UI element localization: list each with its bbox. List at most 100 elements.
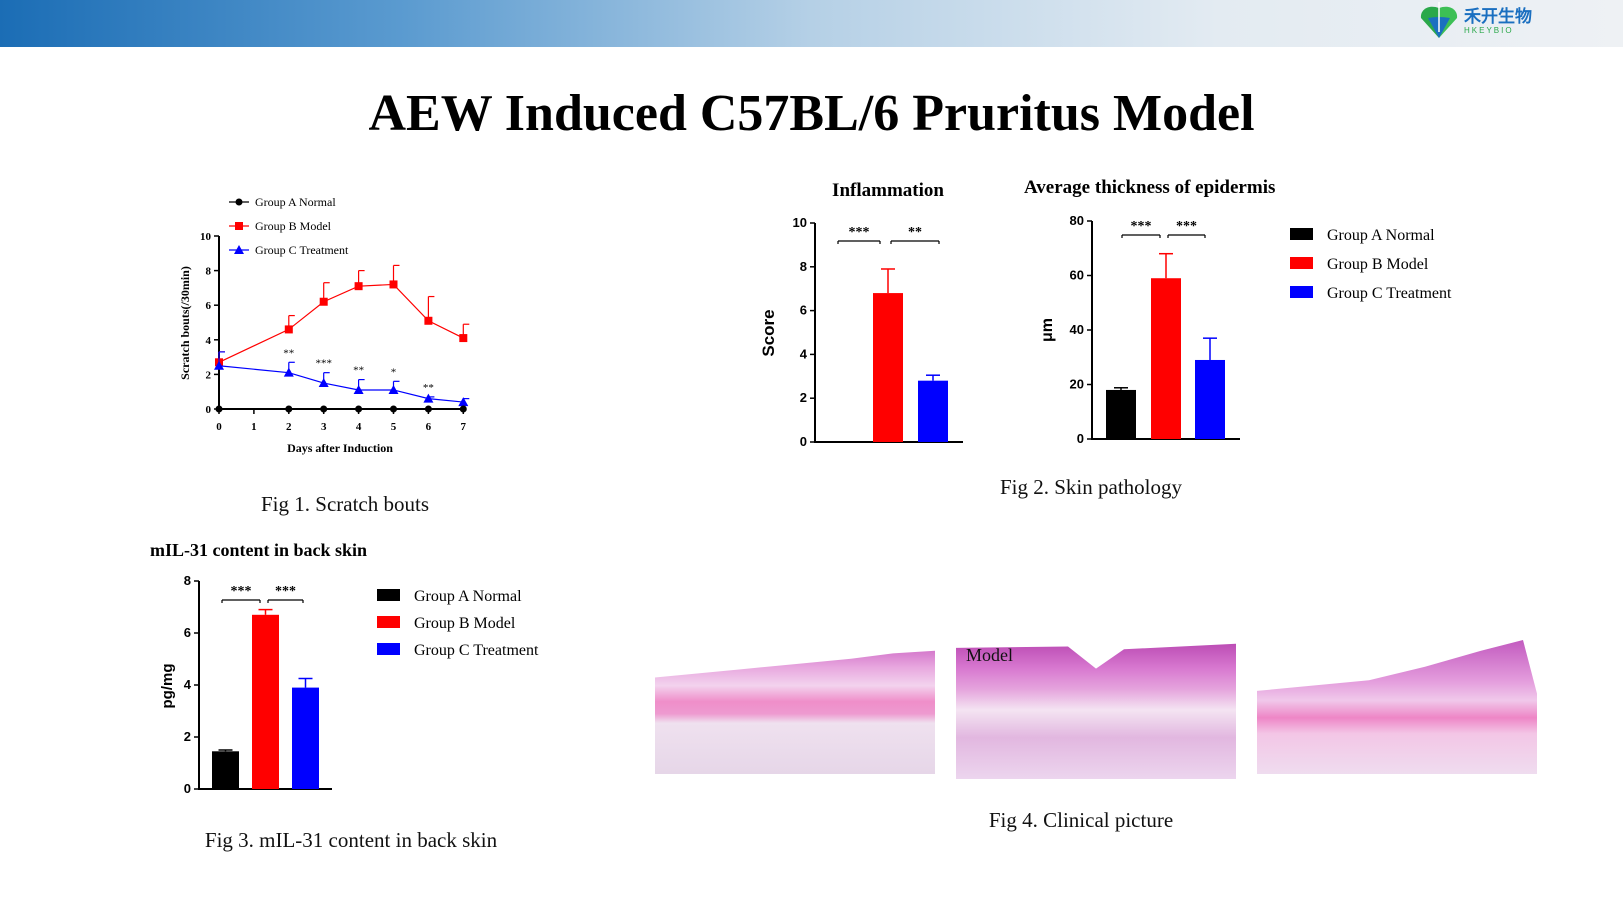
legend-marker (234, 245, 244, 254)
significance-label: * (391, 366, 397, 378)
y-tick-label: 20 (1070, 377, 1084, 392)
legend-swatch (1290, 286, 1313, 298)
logo-text: 禾开生物 (1464, 6, 1532, 27)
x-tick-label: 4 (356, 421, 362, 433)
chart-title: Average thickness of epidermis (1024, 177, 1275, 198)
y-tick-label: 8 (184, 573, 191, 588)
y-tick-label: 80 (1070, 213, 1084, 228)
y-tick-label: 8 (206, 266, 212, 278)
data-point (353, 384, 364, 394)
fig2-caption: Fig 2. Skin pathology (999, 475, 1183, 499)
fig4-caption: Fig 4. Clinical picture (988, 808, 1174, 832)
data-point (424, 316, 433, 325)
leaf-logo-icon (1420, 2, 1458, 38)
chart-title: Inflammation (832, 180, 944, 201)
y-tick-label: 6 (184, 625, 191, 640)
y-tick-label: 40 (1070, 322, 1084, 337)
y-tick-label: 2 (184, 729, 191, 744)
significance-label: ** (908, 225, 922, 240)
legend-swatch (377, 589, 400, 601)
data-point (214, 360, 224, 370)
y-tick-label: 0 (206, 404, 212, 416)
legend-label: Group A Normal (414, 588, 522, 605)
legend-label: Group C Treatment (255, 243, 349, 257)
data-point (284, 325, 293, 334)
data-point (215, 405, 223, 413)
legend-label: Group A Normal (255, 195, 336, 209)
y-tick-label: 10 (793, 215, 807, 230)
page-title: AEW Induced C57BL/6 Pruritus Model (368, 85, 1255, 142)
legend-swatch (377, 643, 400, 655)
bar-model (1151, 278, 1181, 439)
logo: 禾开生物 HKEYBIO (1418, 2, 1532, 40)
y-tick-label: 2 (800, 390, 807, 405)
legend-marker (235, 198, 243, 206)
y-axis-label: Score (759, 309, 778, 356)
significance-label: *** (1131, 219, 1152, 234)
y-tick-label: 0 (184, 781, 191, 796)
legend-label: Group C Treatment (1327, 285, 1452, 302)
data-point (320, 405, 328, 413)
legend-swatch (377, 616, 400, 628)
significance-label: *** (275, 584, 296, 599)
significance-label: *** (1176, 219, 1197, 234)
data-point (283, 367, 294, 377)
data-point (390, 405, 397, 413)
header-banner (0, 0, 1623, 47)
y-tick-label: 6 (800, 303, 807, 318)
data-point (423, 393, 434, 403)
legend-label: Group B Model (255, 219, 332, 233)
significance-label: ** (283, 347, 294, 359)
significance-label: *** (849, 225, 870, 240)
y-tick-label: 10 (200, 231, 212, 243)
bar-treatment (918, 380, 948, 442)
bar-treatment (292, 687, 319, 789)
histology-label: Model (966, 645, 1013, 665)
data-point (285, 405, 293, 413)
y-tick-label: 8 (800, 259, 807, 274)
y-tick-label: 0 (800, 434, 807, 449)
x-tick-label: 5 (391, 421, 397, 433)
data-point (459, 405, 467, 413)
data-point (389, 280, 398, 289)
data-point (424, 405, 432, 413)
x-tick-label: 1 (251, 421, 257, 433)
legend-swatch (1290, 257, 1313, 269)
data-point (458, 397, 469, 407)
bar-model (873, 293, 903, 442)
data-point (355, 405, 363, 413)
y-tick-label: 4 (800, 346, 808, 361)
legend-label: Group A Normal (1327, 227, 1435, 244)
data-point (388, 384, 399, 394)
y-axis-label: Scratch bouts(/30min) (178, 266, 192, 380)
y-tick-label: 60 (1070, 268, 1084, 283)
y-tick-label: 2 (206, 369, 212, 381)
y-axis-label: μm (1039, 318, 1056, 342)
fig1-caption: Fig 1. Scratch bouts (261, 492, 429, 516)
chart-title: mIL-31 content in back skin (150, 540, 367, 560)
x-tick-label: 3 (321, 421, 327, 433)
legend-label: Group B Model (1327, 256, 1429, 273)
legend-swatch (1290, 228, 1313, 240)
x-tick-label: 0 (216, 421, 222, 433)
bar-model (252, 614, 279, 789)
legend-label: Group C Treatment (414, 642, 539, 659)
significance-label: ** (353, 365, 364, 377)
y-tick-label: 4 (184, 677, 192, 692)
bar-normal (212, 751, 239, 789)
x-tick-label: 6 (426, 421, 432, 433)
legend-marker (235, 222, 243, 230)
significance-label: ** (423, 382, 434, 394)
bar-treatment (1195, 359, 1225, 439)
data-point (459, 334, 468, 343)
logo-subtext: HKEYBIO (1464, 25, 1514, 35)
data-point (318, 378, 329, 388)
y-axis-label: pg/mg (159, 664, 176, 709)
y-tick-label: 0 (1077, 431, 1084, 446)
significance-label: *** (231, 584, 252, 599)
x-axis-label: Days after Induction (287, 441, 393, 455)
y-tick-label: 4 (206, 335, 212, 347)
significance-label: *** (315, 358, 332, 370)
data-point (319, 297, 328, 306)
